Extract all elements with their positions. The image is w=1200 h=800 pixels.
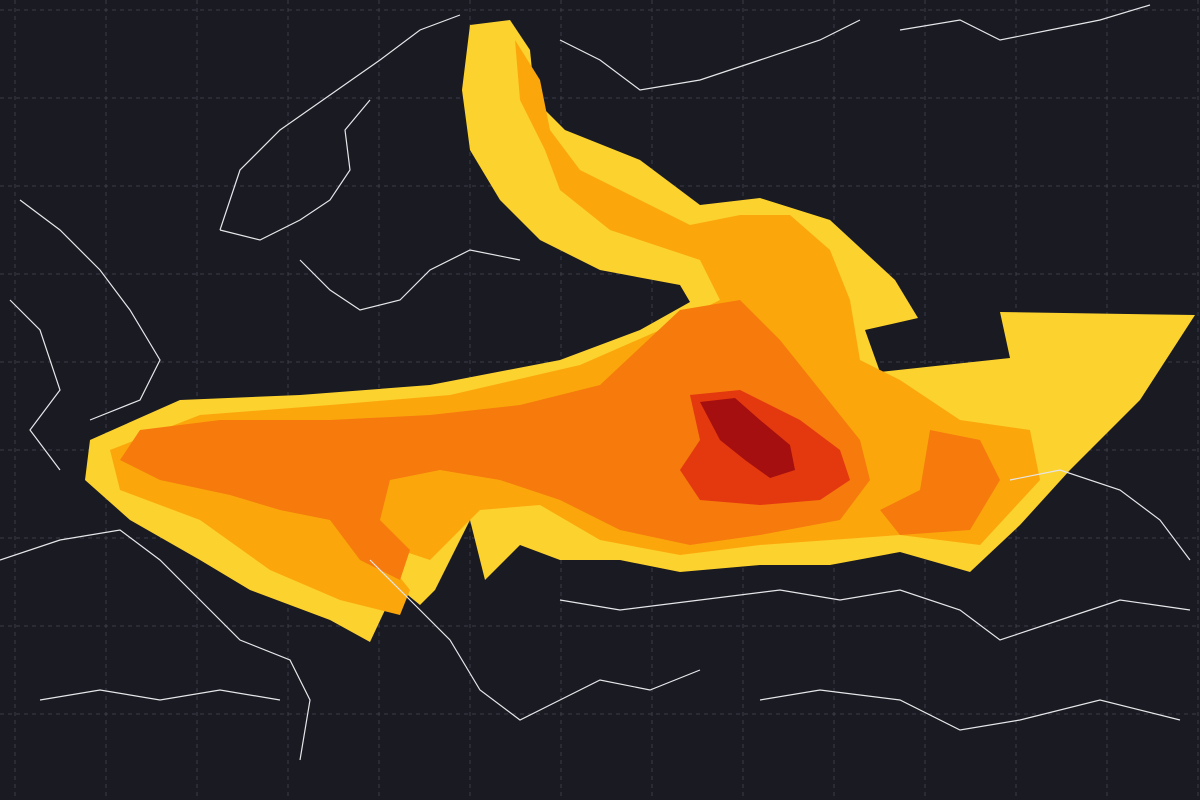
plume-level-3 [120, 300, 1000, 580]
plume-level-5 [700, 398, 795, 478]
coastlines [0, 4, 1191, 761]
plume [85, 20, 1195, 642]
